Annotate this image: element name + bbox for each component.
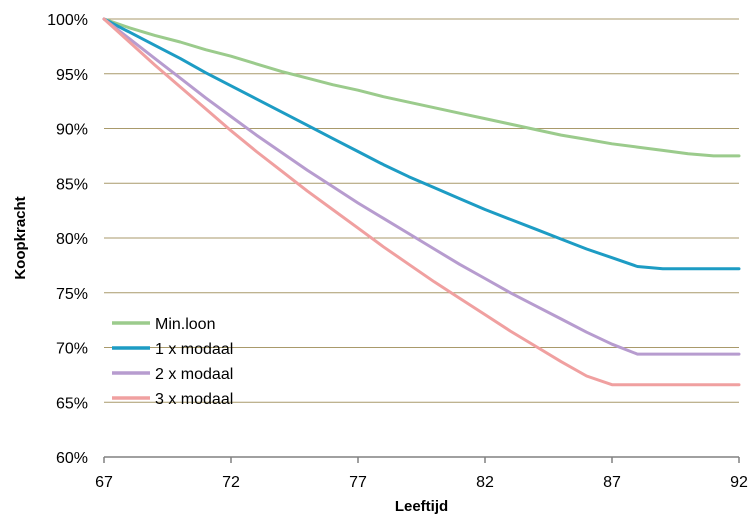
y-tick-label: 85% — [56, 176, 88, 193]
series-line — [102, 17, 741, 387]
axes — [103, 456, 740, 463]
y-tick-labels: 60% 65% 70% 75% 80% 85% 90% 95% 100% — [47, 12, 88, 467]
x-tick-labels: 67 72 77 82 87 92 — [95, 474, 748, 491]
y-tick-label: 60% — [56, 450, 88, 467]
x-tick-label: 87 — [603, 474, 621, 491]
series-line — [102, 17, 741, 271]
y-tick-label: 90% — [56, 122, 88, 139]
x-tick-label: 92 — [730, 474, 748, 491]
legend-label: 2 x modaal — [155, 366, 233, 383]
legend-label: 1 x modaal — [155, 341, 233, 358]
legend-label: Min.loon — [155, 316, 215, 333]
y-tick-label: 65% — [56, 395, 88, 412]
series-line — [102, 17, 741, 356]
y-axis-title: Koopkracht — [12, 196, 29, 279]
y-tick-label: 95% — [56, 67, 88, 84]
y-tick-label: 100% — [47, 12, 88, 29]
x-axis-title: Leeftijd — [395, 498, 448, 515]
x-tick-label: 82 — [476, 474, 494, 491]
x-tick-label: 77 — [349, 474, 367, 491]
x-tick-label: 72 — [222, 474, 240, 491]
y-tick-label: 75% — [56, 286, 88, 303]
y-tick-label: 70% — [56, 341, 88, 358]
series-lines — [102, 17, 741, 387]
series-line — [102, 17, 741, 158]
x-tick-label: 67 — [95, 474, 113, 491]
legend-label: 3 x modaal — [155, 391, 233, 408]
y-tick-label: 80% — [56, 231, 88, 248]
legend: Min.loon 1 x modaal 2 x modaal 3 x modaal — [112, 316, 233, 408]
